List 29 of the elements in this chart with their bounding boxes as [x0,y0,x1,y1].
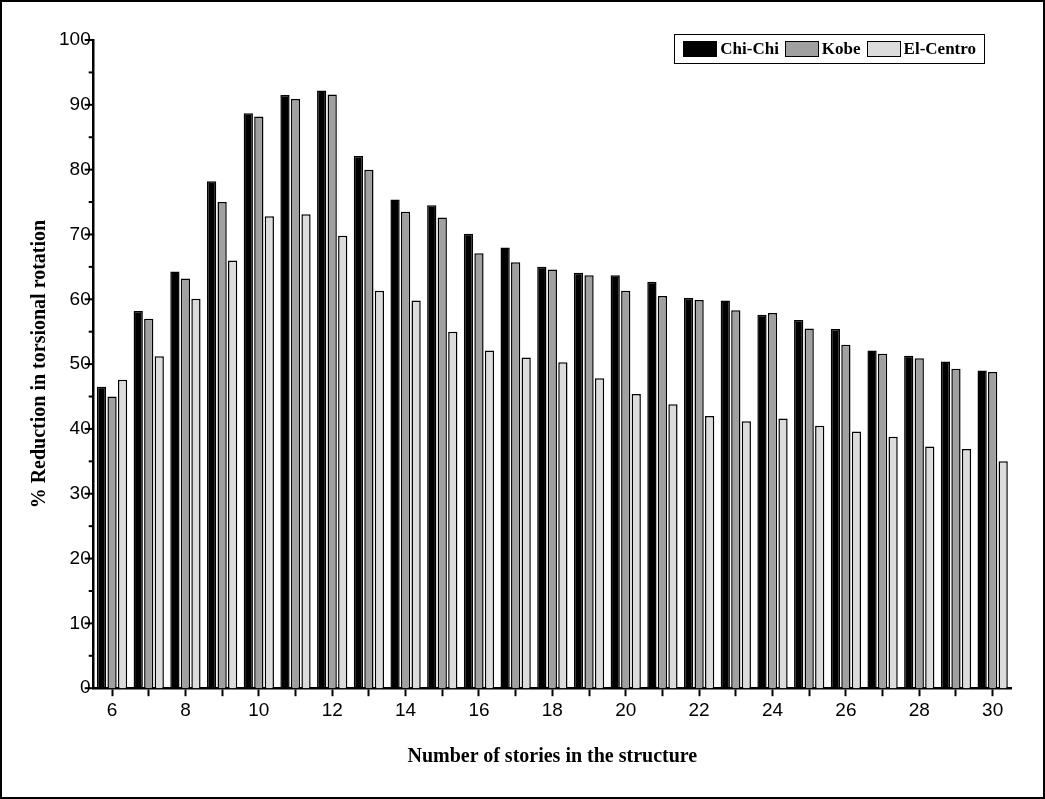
x-tick-label: 24 [761,698,784,720]
x-tick-label: 12 [321,698,343,720]
x-tick-label: 6 [106,698,118,720]
x-tick-label: 22 [688,698,710,720]
x-tick-label: 14 [395,698,417,720]
y-tick-label: 70 [69,222,91,244]
y-tick-label: 90 [69,93,91,115]
legend-label: Kobe [821,39,861,59]
x-tick-label: 10 [248,698,270,720]
y-tick-label: 80 [69,157,91,179]
y-tick-label: 100 [59,28,91,50]
x-tick-label: 28 [908,698,930,720]
y-tick-label: 60 [69,287,91,309]
x-tick-label: 20 [615,698,637,720]
x-tick-label: 26 [835,698,857,720]
x-axis-title: Number of stories in the structure [407,744,698,767]
y-tick-label: 40 [69,417,91,439]
y-tick-label: 50 [69,352,91,374]
x-tick-label: 30 [982,698,1004,720]
x-tick-label: 8 [180,698,191,720]
y-tick-label: 20 [69,546,91,568]
legend-label: Chi-Chi [720,39,779,59]
legend-label: El-Centro [903,39,976,59]
y-axis-title: % Reduction in torsional rotation [27,219,50,509]
x-tick-label: 16 [468,698,490,720]
y-tick-label: 0 [80,676,91,698]
y-tick-label: 30 [69,481,91,503]
x-tick-label: 18 [541,698,563,720]
y-tick-label: 10 [69,611,91,633]
